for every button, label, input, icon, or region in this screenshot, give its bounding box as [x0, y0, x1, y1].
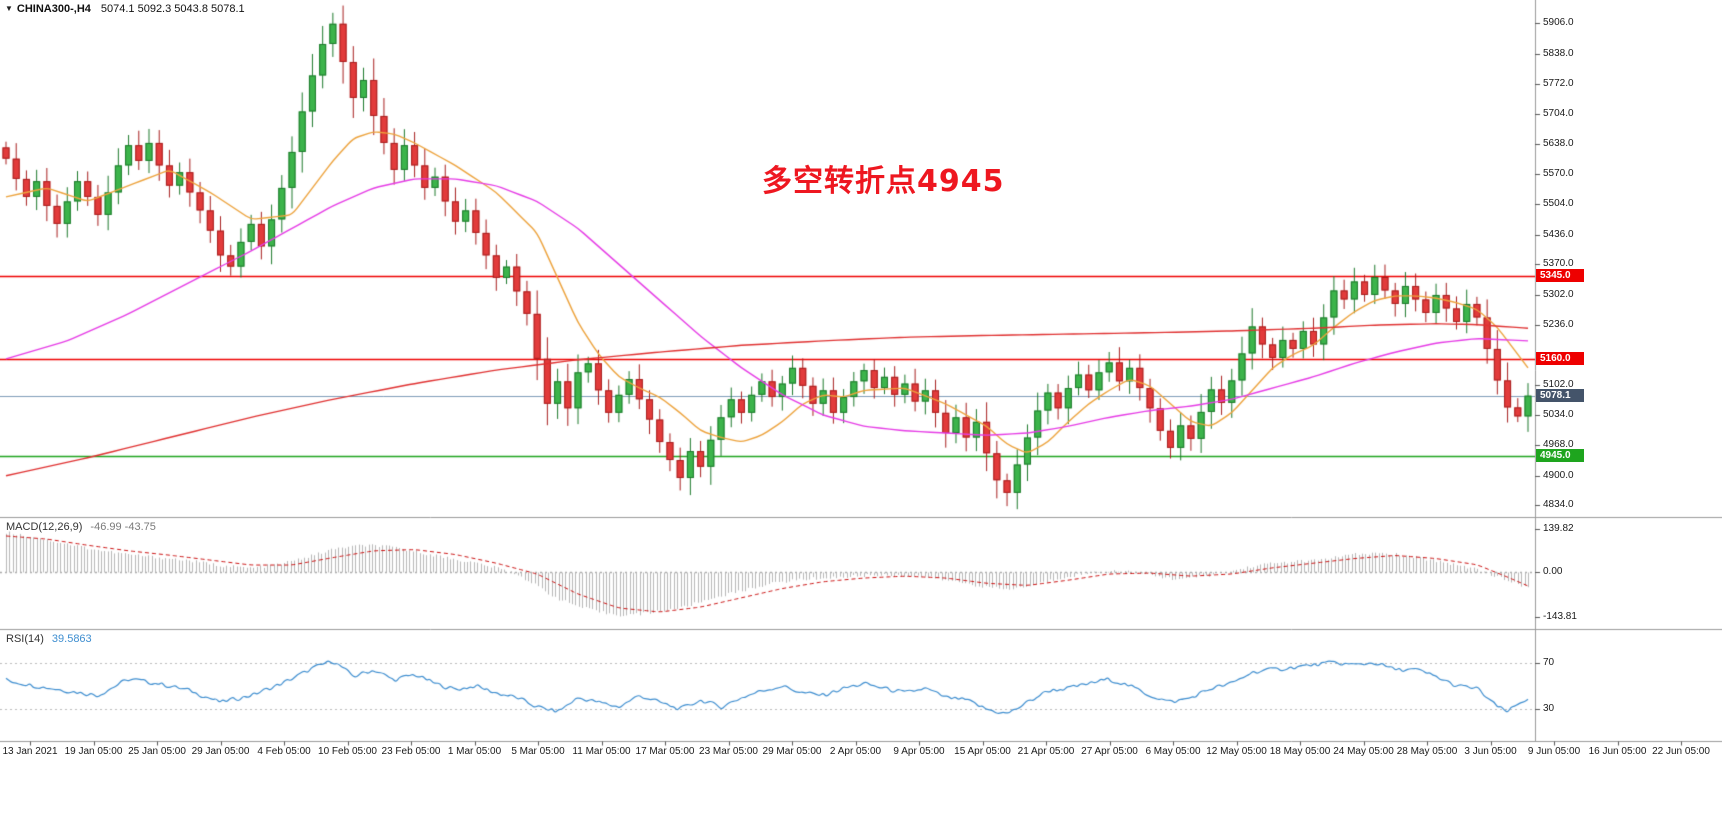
mt4-chart-window: { "header": { "symbol": "CHINA300-,H4", … [0, 0, 1722, 837]
price-chart-canvas[interactable] [0, 0, 1722, 837]
